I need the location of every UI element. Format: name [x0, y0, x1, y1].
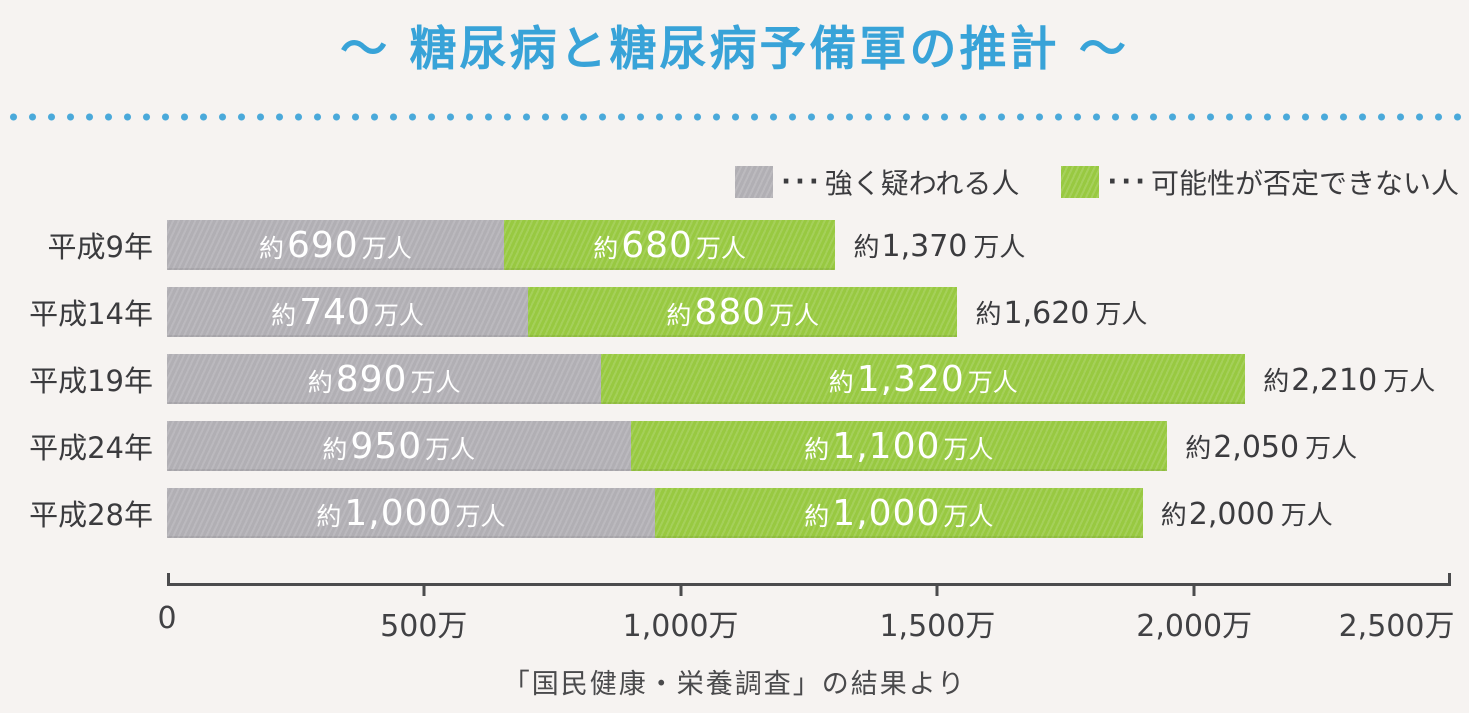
row-year-label: 平成28年 [29, 498, 153, 532]
row-year-label: 平成14年 [29, 297, 153, 331]
green-swatch-icon [1061, 166, 1100, 198]
bar-strongly-suspected: 約 740 万人 [167, 287, 529, 337]
x-axis-tick [1192, 585, 1196, 596]
gray-swatch-icon [735, 166, 774, 198]
chart-legend: ··· 強く疑われる人 ··· 可能性が否定できない人 [735, 162, 1459, 202]
x-axis-tick [679, 585, 683, 596]
legend-item-strongly-suspected: ··· 強く疑われる人 [735, 162, 1019, 202]
legend-label: 可能性が否定できない人 [1150, 167, 1459, 200]
row-year-label: 平成24年 [29, 431, 153, 465]
row-total-label: 約 2,210 万人 [1263, 362, 1436, 398]
bar-value-label: 約 1,100 万人 [804, 425, 994, 467]
x-axis-tick-label: 0 [157, 601, 177, 636]
chart-row-heisei14: 平成14年 約 740 万人 約 880 万人 約 1,620 万人 [0, 287, 1469, 337]
chart-row-heisei28: 平成28年 約 1,000 万人 約 1,000 万人 約 2,000 万人 [0, 488, 1469, 538]
bar-value-label: 約 890 万人 [307, 358, 461, 400]
x-axis-tick [935, 585, 939, 596]
bar-value-label: 約 1,000 万人 [804, 492, 994, 534]
x-axis-tick-label: 1,500万 [879, 609, 996, 644]
x-axis-tick [422, 585, 426, 596]
x-axis-line [167, 583, 1451, 586]
chart-row-heisei9: 平成9年 約 690 万人 約 680 万人 約 1,370 万人 [0, 220, 1469, 270]
bar-value-label: 約 950 万人 [322, 425, 476, 467]
page-title: ～ 糖尿病と糖尿病予備軍の推計 ～ [340, 22, 1129, 77]
bar-value-label: 約 1,000 万人 [316, 492, 506, 534]
x-axis-tick-label: 2,000万 [1136, 609, 1253, 644]
x-axis-tick-label: 1,000万 [622, 609, 739, 644]
bar-value-label: 約 880 万人 [666, 291, 820, 333]
row-year-label: 平成9年 [47, 230, 153, 264]
legend-item-possible: ··· 可能性が否定できない人 [1061, 162, 1459, 202]
dotted-divider [0, 112, 1469, 122]
bar-strongly-suspected: 約 950 万人 [167, 421, 631, 471]
row-total-label: 約 1,620 万人 [975, 295, 1148, 331]
row-year-label: 平成19年 [29, 364, 153, 398]
bar-possible: 約 1,320 万人 [601, 354, 1246, 404]
bar-strongly-suspected: 約 890 万人 [167, 354, 602, 404]
bar-strongly-suspected: 約 1,000 万人 [167, 488, 655, 538]
bar-value-label: 約 680 万人 [593, 224, 746, 266]
bar-value-label: 約 740 万人 [271, 291, 424, 333]
legend-dots: ··· [781, 167, 823, 197]
x-axis-left-cap [167, 573, 170, 586]
x-axis-tick-label: 500万 [380, 609, 468, 644]
row-total-label: 約 2,000 万人 [1160, 496, 1333, 532]
bar-possible: 約 680 万人 [503, 220, 836, 270]
x-axis-right-cap [1448, 573, 1451, 586]
source-note: 「国民健康・栄養調査」の結果より [502, 669, 967, 700]
bar-possible: 約 1,000 万人 [654, 488, 1143, 538]
row-total-label: 約 2,050 万人 [1185, 429, 1358, 465]
chart-row-heisei19: 平成19年 約 890 万人 約 1,320 万人 約 2,210 万人 [0, 354, 1469, 404]
bar-possible: 約 1,100 万人 [630, 421, 1168, 471]
bar-value-label: 約 690 万人 [258, 224, 412, 266]
row-total-label: 約 1,370 万人 [853, 228, 1026, 264]
x-axis-tick-label: 2,500万 [1338, 609, 1455, 644]
x-axis: 0 500万 1,000万 1,500万 2,000万 2,500万 [157, 573, 1454, 644]
chart-row-heisei24: 平成24年 約 950 万人 約 1,100 万人 約 2,050 万人 [0, 421, 1469, 471]
bar-value-label: 約 1,320 万人 [828, 358, 1018, 400]
bar-strongly-suspected: 約 690 万人 [167, 220, 504, 270]
bar-possible: 約 880 万人 [528, 287, 958, 337]
legend-label: 強く疑われる人 [824, 167, 1020, 200]
bar-chart: 平成9年 約 690 万人 約 680 万人 約 1,370 万人 平成14年 約 740 万人… [0, 220, 1469, 555]
legend-dots: ··· [1107, 167, 1149, 197]
